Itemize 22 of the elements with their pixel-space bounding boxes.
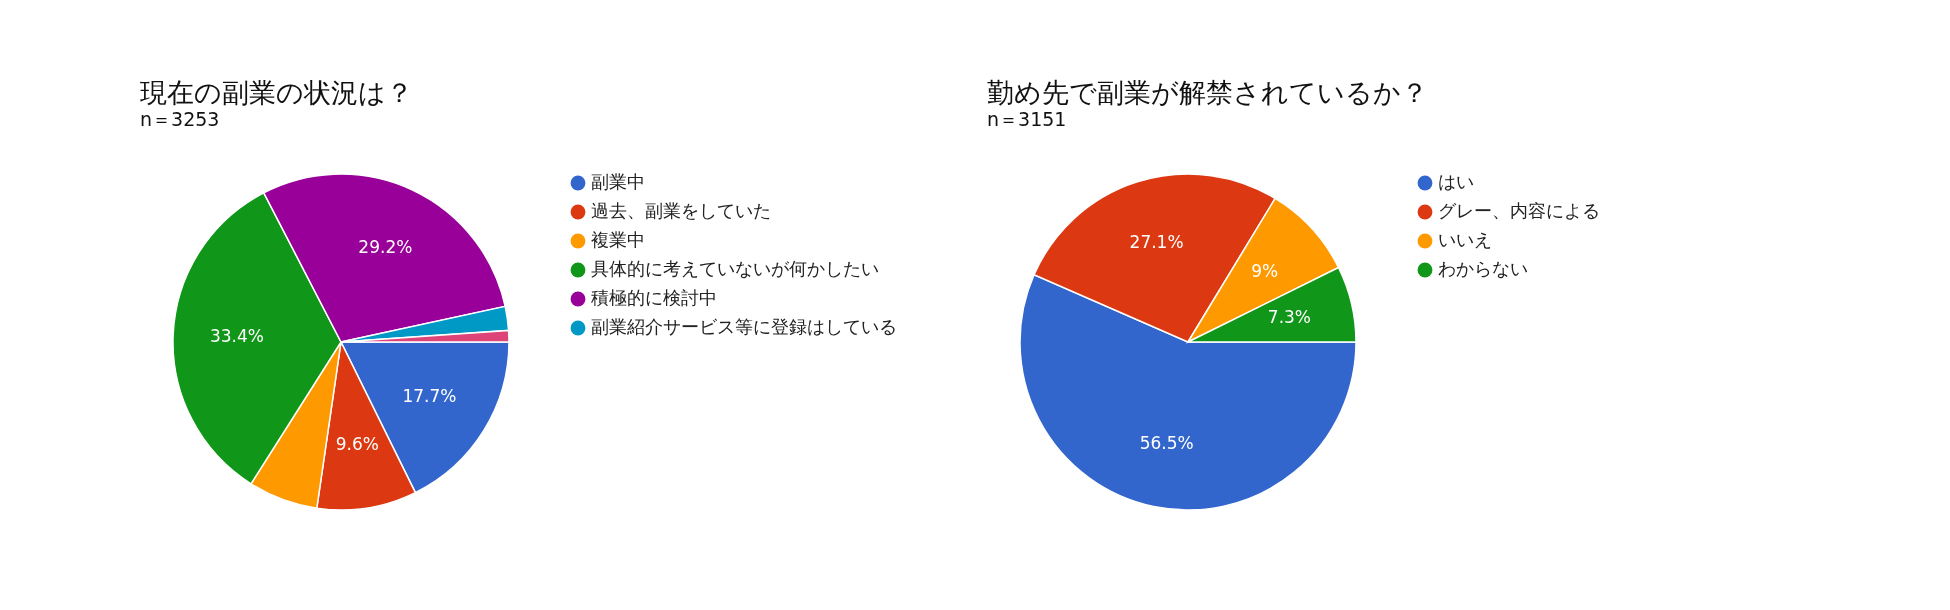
legend-label: 複業中: [591, 229, 645, 250]
legend-label: 過去、副業をしていた: [591, 200, 771, 221]
data-label: 33.4%: [209, 326, 264, 347]
legend-label: 積極的に検討中: [591, 287, 717, 308]
chart-title: 勤め先で副業が解禁されているか？: [987, 77, 1428, 108]
legend-label: 具体的に考えていないが何かしたい: [591, 258, 879, 279]
legend-label: わからない: [1438, 258, 1528, 279]
data-label: 29.2%: [358, 236, 413, 257]
chart-title: 現在の副業の状況は？: [140, 77, 413, 108]
data-label: 7.3%: [1267, 307, 1312, 328]
data-label: 27.1%: [1129, 231, 1184, 252]
legend-label: 副業中: [591, 171, 645, 192]
chart-subtitle: n＝3151: [987, 108, 1067, 130]
data-label: 9.6%: [335, 433, 379, 454]
data-label: 17.7%: [402, 385, 457, 406]
legend-label: はい: [1438, 171, 1474, 192]
legend-label: グレー、内容による: [1438, 200, 1600, 221]
legend-label: 副業紹介サービス等に登録はしている: [591, 316, 897, 337]
data-label: 9%: [1251, 260, 1279, 281]
data-label: 56.5%: [1139, 432, 1194, 453]
chart-subtitle: n＝3253: [140, 108, 220, 130]
legend-label: いいえ: [1438, 229, 1492, 250]
